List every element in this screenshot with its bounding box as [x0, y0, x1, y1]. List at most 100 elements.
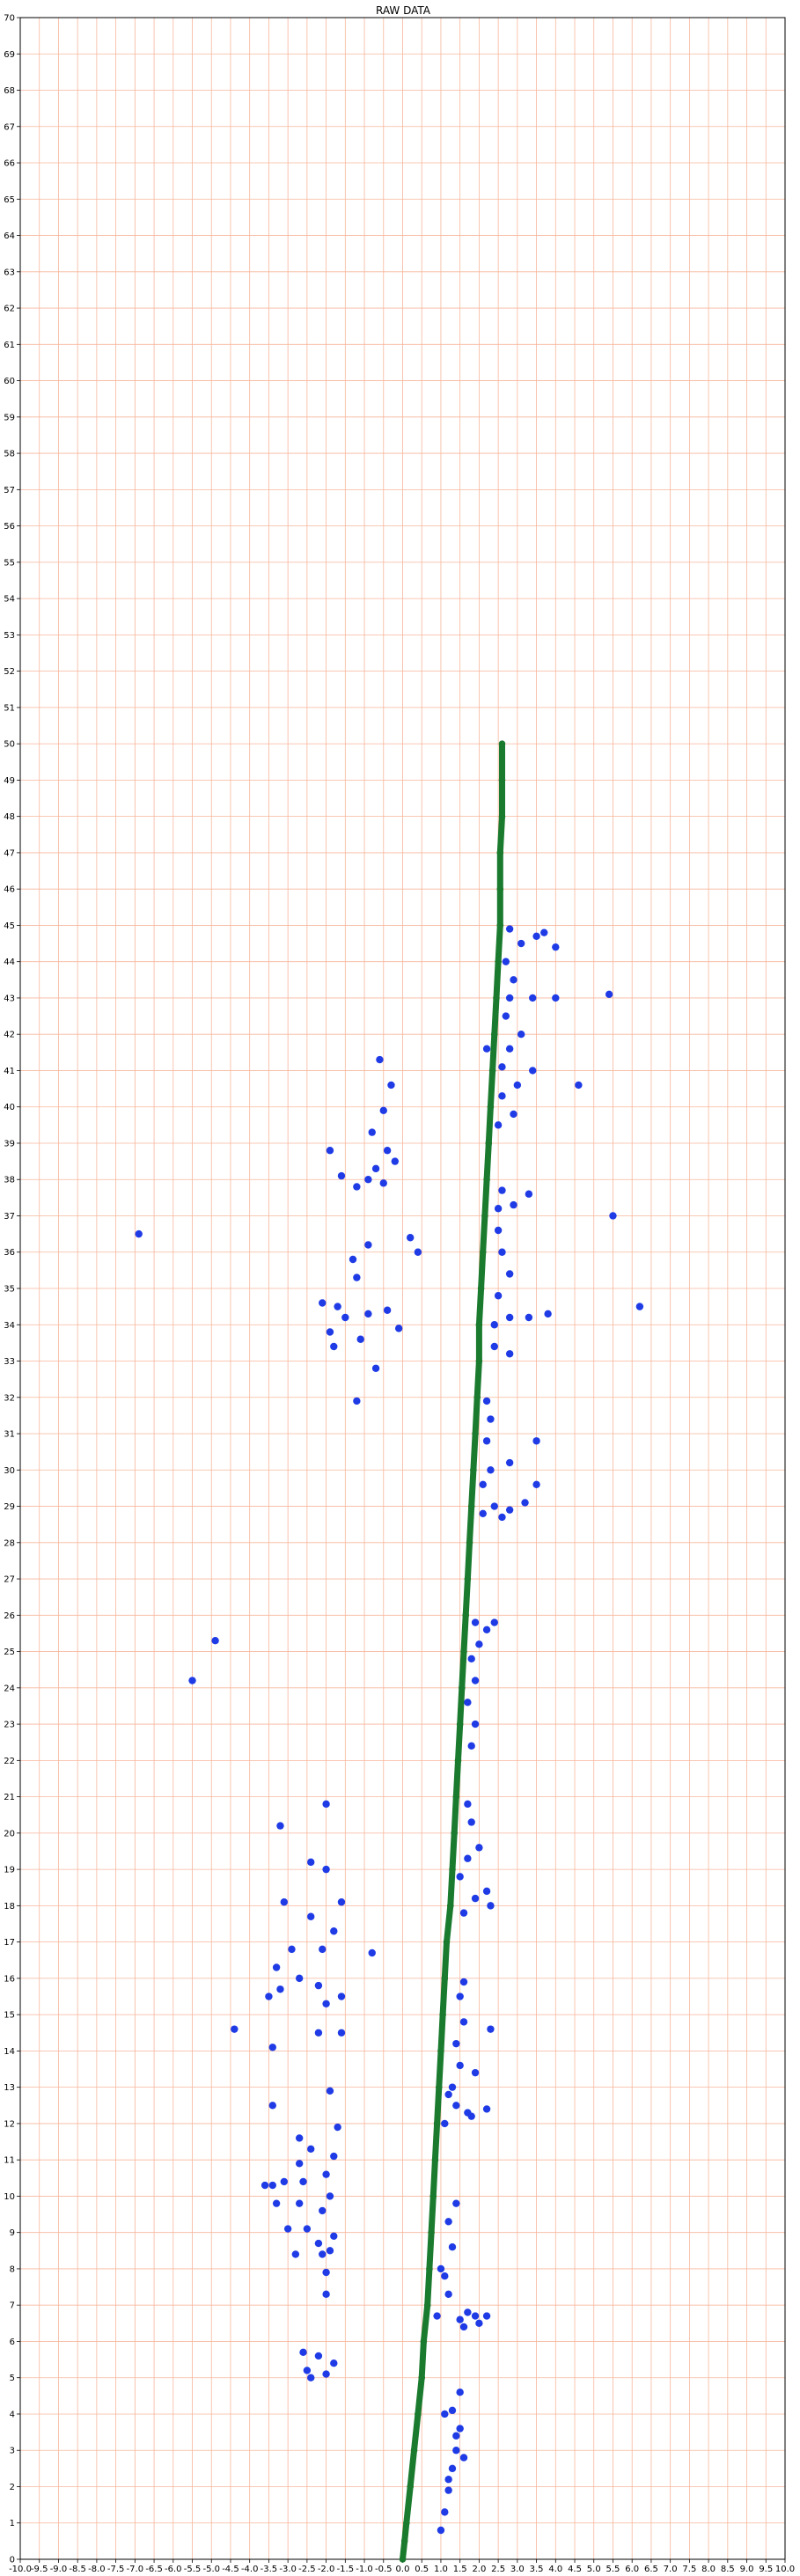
scatter-point — [330, 2232, 338, 2241]
path-point — [479, 1248, 487, 1256]
scatter-point — [502, 958, 510, 965]
scatter-point — [322, 1865, 330, 1874]
scatter-point — [280, 2177, 289, 2186]
x-tick-label: 5.5 — [606, 2565, 620, 2574]
scatter-point — [464, 1854, 472, 1862]
scatter-point — [272, 1963, 281, 1971]
path-point — [466, 1539, 473, 1546]
scatter-point — [441, 2508, 449, 2516]
x-tick-label: 1.5 — [453, 2565, 467, 2574]
y-tick-label: 44 — [4, 958, 15, 967]
scatter-point — [319, 1945, 327, 1954]
path-point — [400, 2537, 408, 2545]
scatter-point — [498, 1248, 506, 1256]
scatter-point — [529, 1067, 537, 1075]
scatter-point — [295, 1974, 304, 1983]
scatter-point — [371, 1364, 380, 1372]
y-tick-label: 25 — [4, 1648, 15, 1657]
x-tick-label: -6.5 — [145, 2565, 163, 2574]
y-tick-label: 42 — [4, 1031, 15, 1040]
scatter-point — [334, 2123, 341, 2132]
scatter-point — [459, 2454, 468, 2462]
scatter-point — [498, 1186, 506, 1194]
scatter-point — [502, 1012, 510, 1020]
scatter-point — [326, 2087, 334, 2095]
scatter-point — [456, 1873, 464, 1881]
scatter-point — [280, 1898, 289, 1906]
y-tick-label: 53 — [4, 631, 15, 641]
y-tick-label: 35 — [4, 1285, 15, 1295]
x-tick-label: -10.0 — [9, 2565, 32, 2574]
scatter-point — [487, 1415, 495, 1423]
x-tick-label: 8.0 — [701, 2565, 716, 2574]
scatter-point — [467, 2112, 475, 2120]
scatter-point — [322, 2170, 330, 2178]
scatter-point — [272, 2199, 281, 2207]
x-tick-label: 2.0 — [472, 2565, 486, 2574]
scatter-point — [307, 2374, 315, 2382]
scatter-point — [353, 1397, 361, 1405]
scatter-point — [510, 976, 517, 984]
scatter-point — [525, 1190, 533, 1198]
scatter-point — [456, 2061, 464, 2070]
scatter-point — [135, 1229, 143, 1238]
x-tick-label: -7.0 — [127, 2565, 144, 2574]
path-point — [490, 1031, 498, 1038]
path-point — [475, 1357, 483, 1365]
path-point — [470, 1466, 477, 1474]
scatter-point — [467, 1742, 475, 1750]
scatter-point — [319, 2250, 327, 2258]
scatter-point — [334, 1303, 341, 1310]
scatter-point — [268, 2181, 276, 2190]
y-tick-label: 59 — [4, 413, 15, 422]
scatter-point — [505, 994, 514, 1002]
x-tick-label: 0.0 — [396, 2565, 410, 2574]
scatter-point — [505, 1270, 514, 1278]
path-point — [462, 1611, 469, 1619]
scatter-point — [475, 1844, 483, 1852]
y-tick-label: 2 — [10, 2483, 15, 2492]
scatter-point — [482, 1045, 491, 1053]
scatter-point — [433, 2312, 441, 2320]
scatter-point — [441, 2119, 449, 2128]
scatter-point — [376, 1055, 384, 1064]
y-tick-label: 60 — [4, 377, 15, 386]
x-tick-label: 1.0 — [434, 2565, 448, 2574]
x-tick-label: -8.0 — [88, 2565, 106, 2574]
x-tick-label: -9.0 — [50, 2565, 68, 2574]
path-point — [428, 2228, 435, 2236]
scatter-point — [505, 925, 514, 933]
scatter-point — [364, 1241, 372, 1249]
scatter-point — [387, 1081, 395, 1090]
path-point — [399, 2556, 407, 2563]
scatter-point — [505, 1045, 514, 1053]
scatter-point — [525, 1313, 533, 1322]
y-tick-label: 40 — [4, 1103, 15, 1112]
scatter-point — [529, 994, 537, 1002]
x-tick-label: 6.5 — [644, 2565, 658, 2574]
scatter-point — [552, 994, 560, 1002]
scatter-point — [609, 1212, 617, 1220]
scatter-point — [494, 1205, 503, 1213]
path-point — [452, 1793, 460, 1801]
scatter-point — [552, 943, 560, 951]
y-tick-label: 52 — [4, 667, 15, 677]
path-point — [429, 2192, 437, 2200]
y-tick-label: 34 — [4, 1321, 15, 1331]
x-tick-label: 3.0 — [510, 2565, 525, 2574]
scatter-point — [394, 1325, 403, 1332]
scatter-point — [356, 1335, 364, 1343]
y-tick-label: 32 — [4, 1393, 15, 1403]
path-point — [467, 1502, 475, 1510]
scatter-point — [540, 928, 548, 936]
scatter-point — [452, 2102, 460, 2110]
y-tick-label: 5 — [10, 2374, 15, 2383]
y-tick-label: 1 — [10, 2519, 15, 2528]
y-tick-label: 26 — [4, 1611, 15, 1621]
y-tick-label: 33 — [4, 1357, 15, 1367]
scatter-point — [605, 990, 613, 999]
path-point — [449, 1866, 456, 1873]
scatter-point — [330, 2359, 338, 2367]
y-tick-label: 46 — [4, 885, 15, 895]
